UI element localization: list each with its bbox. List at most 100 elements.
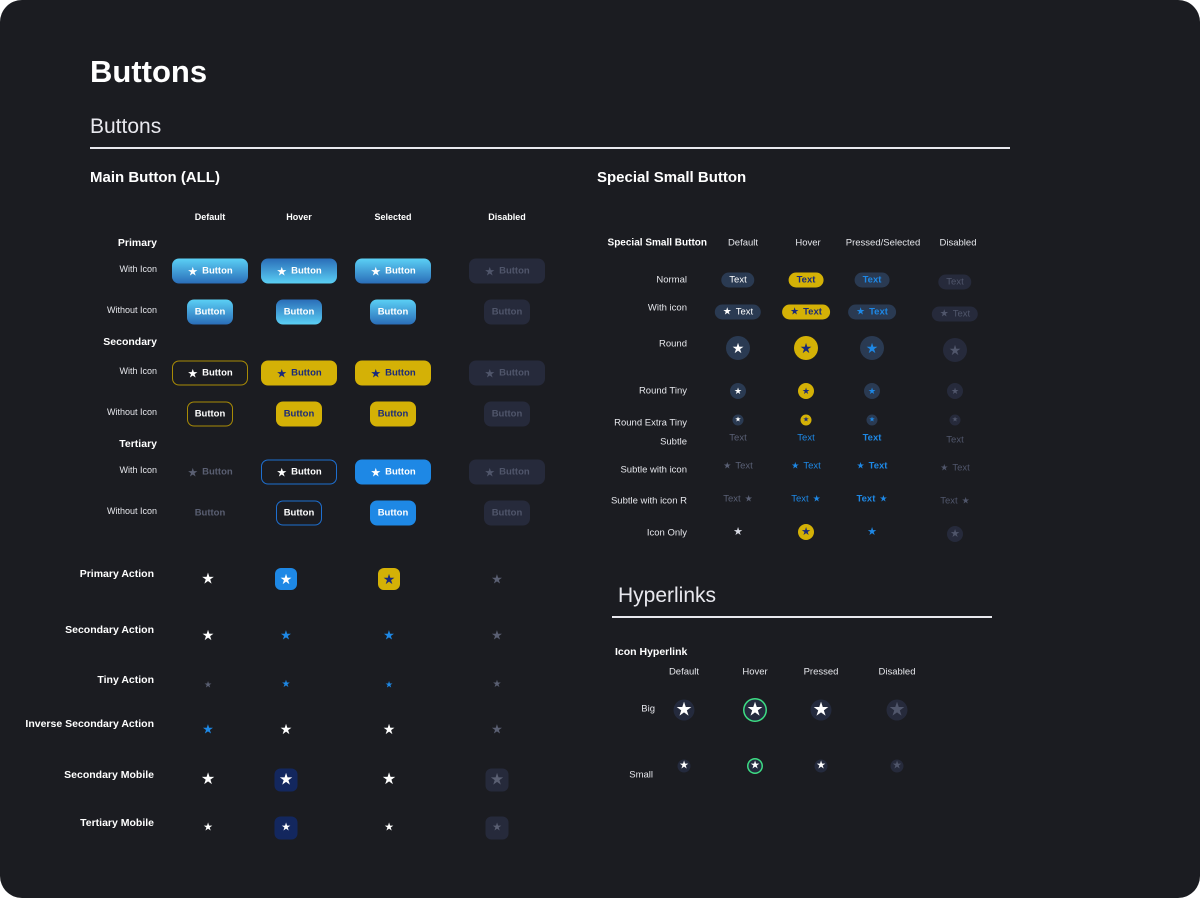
special-icon-only-disabled[interactable]: ★ [947, 526, 963, 542]
tertiary-button-default[interactable]: ★ Button [172, 460, 248, 485]
star-icon: ★ [484, 366, 496, 380]
secondary-button-default[interactable]: Button [187, 401, 233, 427]
secondary-button-hover[interactable]: ★ Button [261, 360, 337, 386]
action-label: Secondary Action [65, 624, 154, 636]
special-with-icon-pressed[interactable]: ★ Text [848, 304, 896, 320]
icon-hyperlink-big-disabled[interactable]: ★ [886, 699, 908, 721]
secondary-button-hover[interactable]: Button [276, 401, 322, 427]
special-subtle-with-icon-hover[interactable]: ★ Text [791, 461, 821, 472]
special-round-tiny-default[interactable]: ★ [730, 383, 746, 399]
primary-button-default[interactable]: Button [187, 299, 233, 325]
action-button-hover[interactable]: ★ [274, 768, 298, 792]
special-subtle-default[interactable]: Text [729, 433, 746, 444]
action-button-default[interactable]: ★ [202, 723, 214, 736]
special-round-hover[interactable]: ★ [794, 336, 818, 360]
special-normal-hover[interactable]: Text [788, 272, 824, 288]
action-button-disabled[interactable]: ★ [491, 573, 503, 586]
action-button-default[interactable]: ★ [203, 822, 213, 834]
special-subtle-with-icon-default[interactable]: ★ Text [723, 461, 753, 472]
tertiary-button-default[interactable]: Button [187, 501, 233, 526]
special-subtle-with-icon-r-default[interactable]: Text ★ [723, 494, 753, 505]
action-button-hover[interactable]: ★ [280, 629, 292, 642]
special-round-disabled[interactable]: ★ [943, 338, 967, 362]
special-round-pressed[interactable]: ★ [860, 336, 884, 360]
special-normal-pressed[interactable]: Text [854, 272, 890, 288]
special-normal-default[interactable]: Text [721, 272, 755, 288]
special-subtle-with-icon-r-pressed[interactable]: Text ★ [857, 494, 888, 505]
action-button-disabled[interactable]: ★ [491, 629, 503, 642]
action-button-default[interactable]: ★ [204, 680, 212, 690]
primary-button-hover[interactable]: Button [276, 299, 322, 325]
icon-hyperlink-small-pressed[interactable]: ★ [814, 759, 828, 773]
action-button-default[interactable]: ★ [202, 628, 215, 642]
action-button-default[interactable]: ★ [201, 772, 215, 788]
special-round-extra-tiny-disabled[interactable]: ★ [949, 414, 961, 426]
special-subtle-with-icon-r-hover[interactable]: Text ★ [791, 494, 821, 505]
tertiary-button-disabled[interactable]: Button [484, 500, 530, 526]
star-icon: ★ [856, 460, 865, 471]
special-round-default[interactable]: ★ [726, 336, 750, 360]
special-normal-disabled[interactable]: Text [938, 274, 972, 290]
action-button-selected[interactable]: ★ [382, 772, 396, 788]
special-round-tiny-pressed[interactable]: ★ [864, 383, 880, 399]
icon-hyperlink-small-disabled[interactable]: ★ [890, 759, 904, 773]
tertiary-button-hover[interactable]: ★ Button [261, 459, 337, 485]
action-button-hover[interactable]: ★ [280, 722, 293, 736]
tertiary-button-disabled[interactable]: ★ Button [469, 459, 545, 485]
icon-hyperlink-small-hover[interactable]: ★ [748, 759, 762, 773]
icon-hyperlink-big-hover[interactable]: ★ [744, 699, 766, 721]
special-round-extra-tiny-default[interactable]: ★ [732, 414, 744, 426]
star-icon: ★ [723, 460, 732, 471]
action-button-selected[interactable]: ★ [385, 680, 393, 690]
tertiary-button-hover[interactable]: Button [276, 500, 322, 526]
special-with-icon-disabled[interactable]: ★ Text [931, 306, 979, 322]
secondary-button-selected[interactable]: Button [370, 401, 416, 427]
special-round-tiny-hover[interactable]: ★ [798, 383, 814, 399]
action-button-default[interactable]: ★ [201, 572, 214, 587]
action-button-disabled[interactable]: ★ [493, 680, 502, 690]
secondary-button-disabled[interactable]: Button [484, 401, 530, 427]
action-button-selected[interactable]: ★ [378, 568, 400, 590]
special-round-extra-tiny-hover[interactable]: ★ [800, 414, 812, 426]
column-header-default: Default [194, 212, 226, 222]
star-icon: ★ [370, 465, 382, 479]
action-button-disabled[interactable]: ★ [491, 723, 503, 736]
button-label: Button [291, 466, 322, 478]
special-with-icon-hover[interactable]: ★ Text [782, 304, 830, 320]
icon-hyperlink-big-pressed[interactable]: ★ [810, 699, 832, 721]
action-button-selected[interactable]: ★ [383, 629, 395, 642]
special-subtle-pressed[interactable]: Text [863, 433, 882, 444]
special-icon-only-default[interactable]: ★ [730, 524, 746, 540]
special-icon-only-pressed[interactable]: ★ [864, 524, 880, 540]
special-subtle-with-icon-r-disabled[interactable]: Text ★ [940, 496, 970, 507]
action-button-hover[interactable]: ★ [282, 680, 291, 690]
action-button-selected[interactable]: ★ [383, 722, 396, 736]
icon-hyperlink-big-default[interactable]: ★ [673, 699, 695, 721]
special-icon-only-hover[interactable]: ★ [798, 524, 814, 540]
special-subtle-disabled[interactable]: Text [946, 435, 963, 446]
special-round-extra-tiny-pressed[interactable]: ★ [866, 414, 878, 426]
tertiary-button-selected[interactable]: ★ Button [355, 459, 431, 485]
button-label: Text [723, 493, 741, 505]
action-button-selected[interactable]: ★ [384, 822, 394, 834]
special-round-tiny-disabled[interactable]: ★ [947, 383, 963, 399]
special-subtle-with-icon-disabled[interactable]: ★ Text [940, 463, 970, 474]
primary-button-disabled[interactable]: ★ Button [469, 258, 545, 284]
secondary-button-disabled[interactable]: ★ Button [469, 360, 545, 386]
action-button-hover[interactable]: ★ [275, 568, 297, 590]
tertiary-button-selected[interactable]: Button [370, 500, 416, 526]
primary-button-hover[interactable]: ★ Button [261, 258, 337, 284]
primary-button-selected[interactable]: Button [370, 299, 416, 325]
special-subtle-with-icon-pressed[interactable]: ★ Text [857, 461, 888, 472]
action-button-hover[interactable]: ★ [274, 816, 298, 840]
special-with-icon-default[interactable]: ★ Text [714, 304, 762, 320]
special-subtle-hover[interactable]: Text [797, 433, 814, 444]
primary-button-selected[interactable]: ★ Button [355, 258, 431, 284]
primary-button-disabled[interactable]: Button [484, 299, 530, 325]
icon-hyperlink-small-default[interactable]: ★ [677, 759, 691, 773]
secondary-button-selected[interactable]: ★ Button [355, 360, 431, 386]
action-button-disabled[interactable]: ★ [485, 768, 509, 792]
action-button-disabled[interactable]: ★ [485, 816, 509, 840]
primary-button-default[interactable]: ★ Button [172, 258, 248, 284]
secondary-button-default[interactable]: ★ Button [172, 360, 248, 386]
